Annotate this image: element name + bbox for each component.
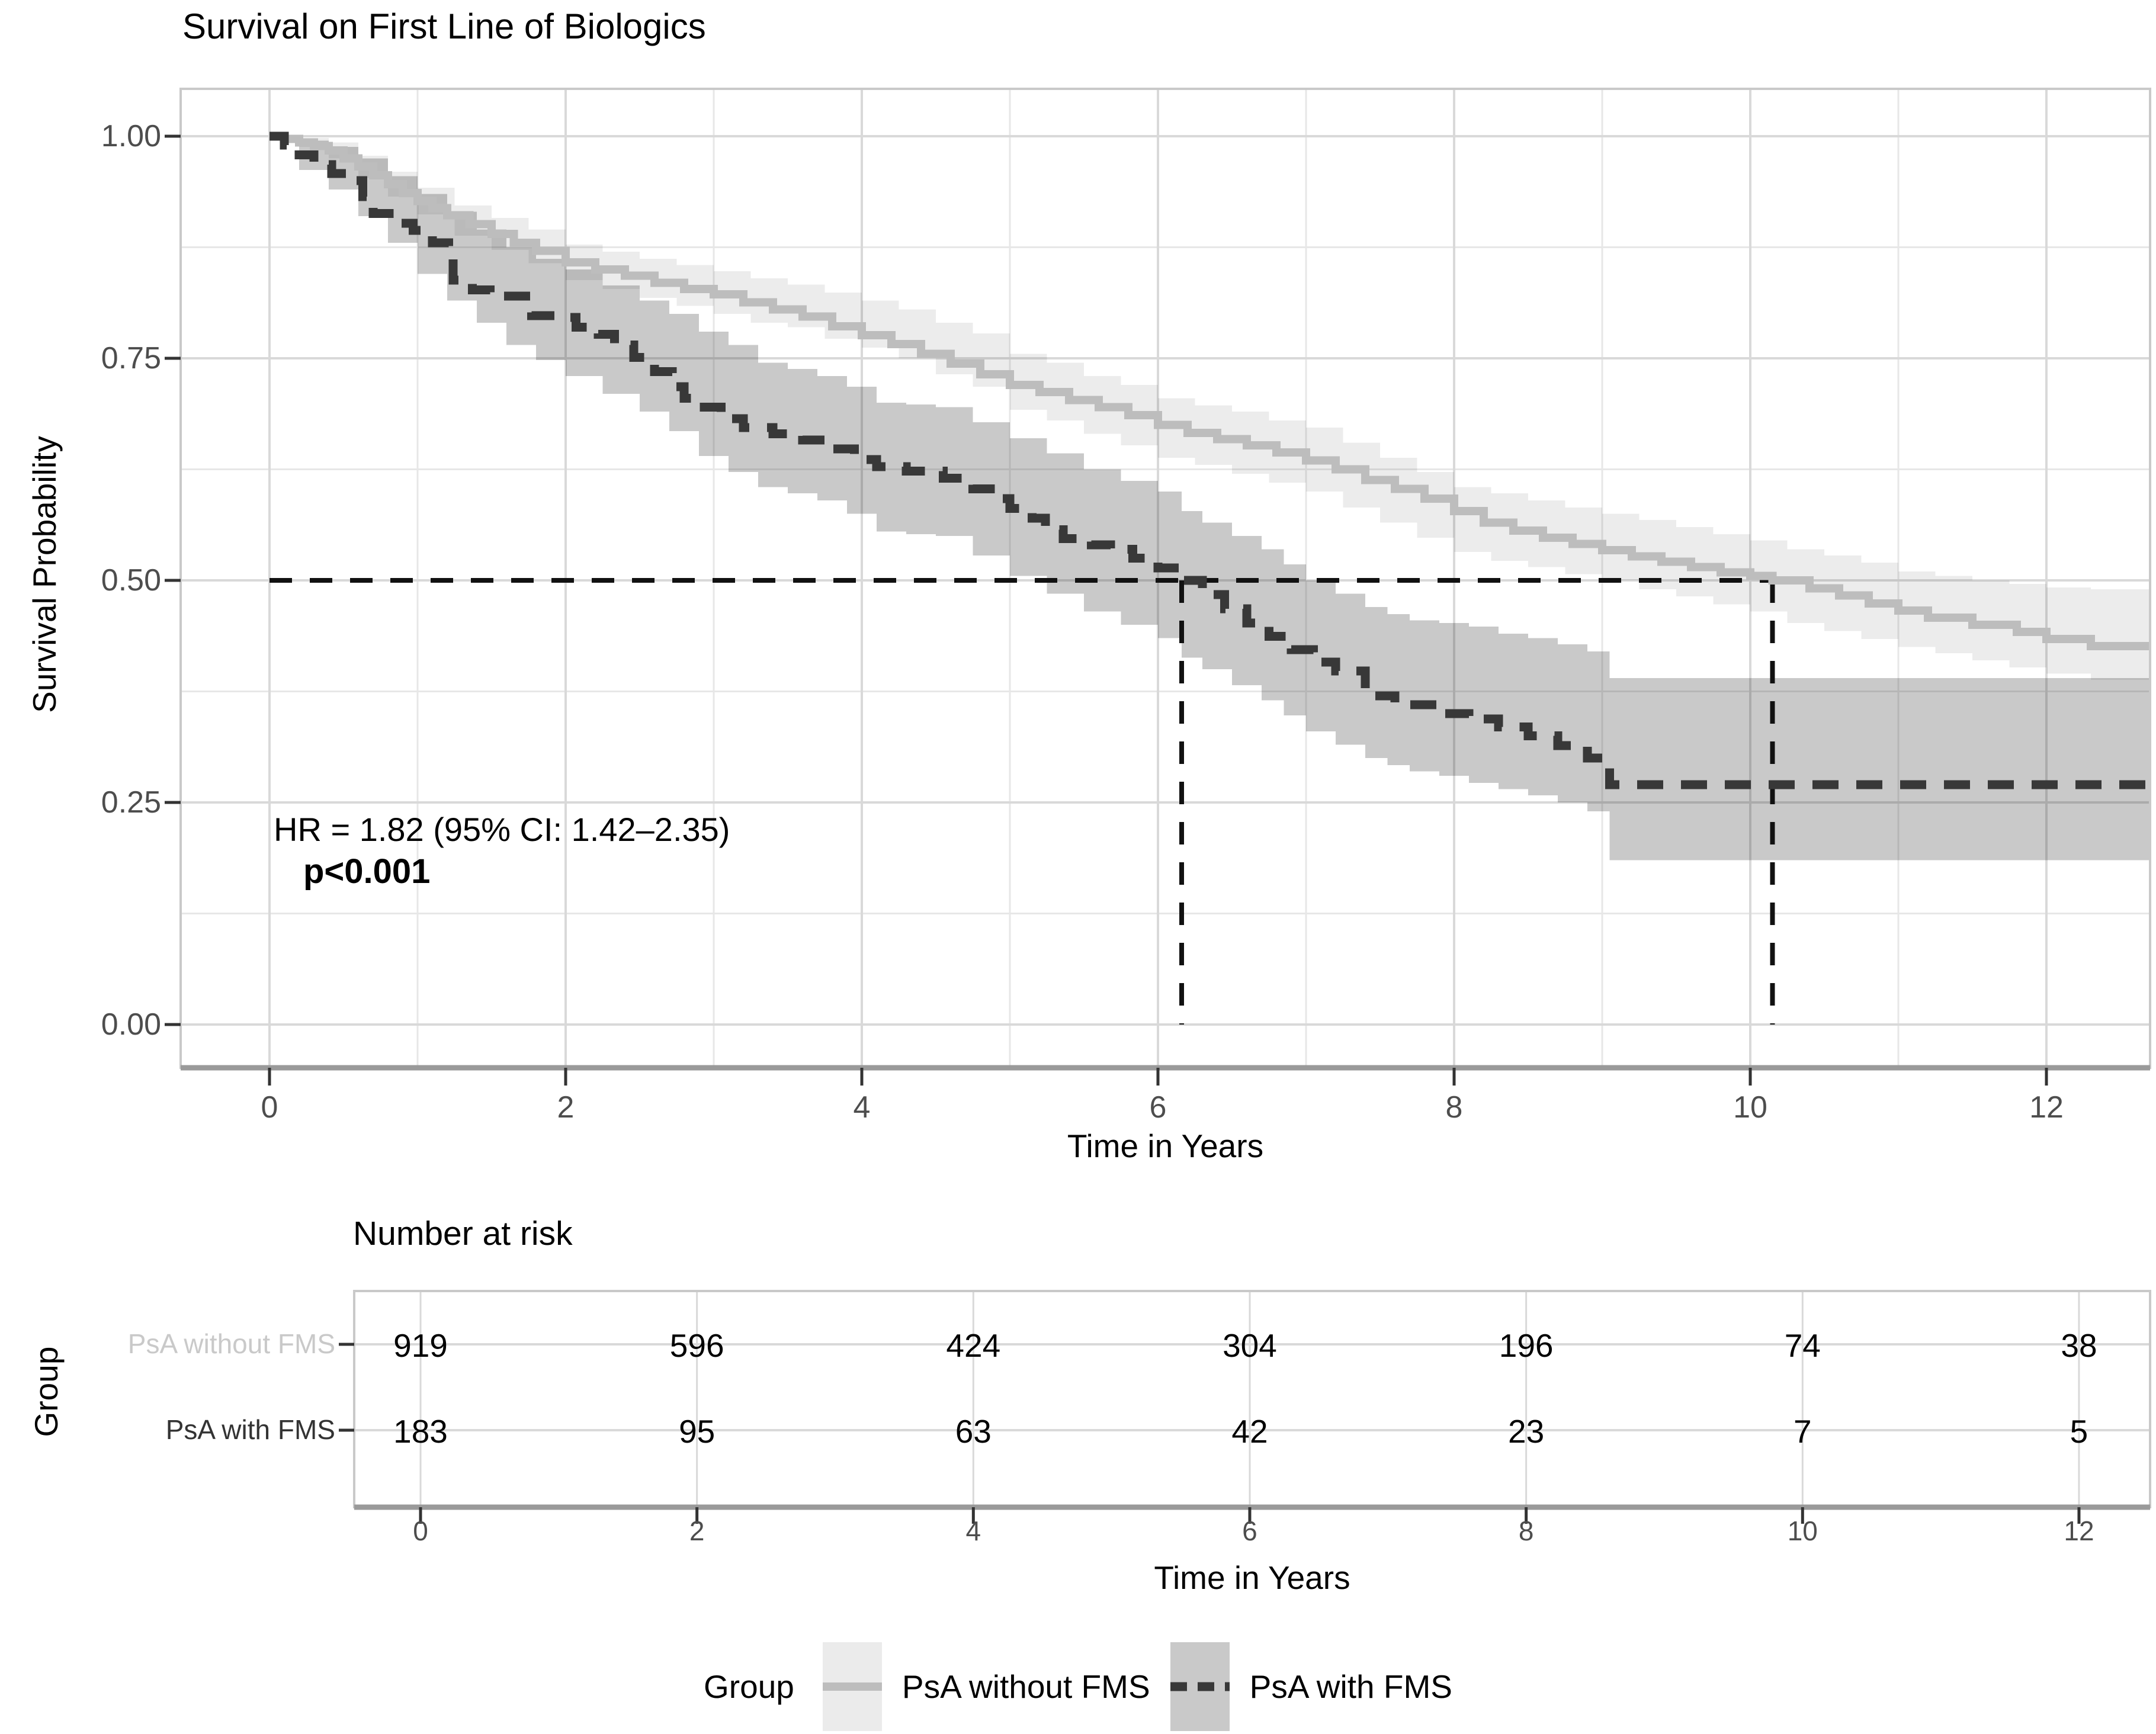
risk-count: 63 — [955, 1413, 992, 1450]
y-tick-label: 0.00 — [101, 1007, 161, 1042]
risk-count: 38 — [2061, 1327, 2097, 1364]
risk-row-label: PsA without FMS — [127, 1328, 335, 1359]
risk-count: 7 — [1794, 1413, 1812, 1450]
y-tick-label: 0.50 — [101, 563, 161, 598]
risk-x-tick-label: 12 — [2064, 1515, 2094, 1546]
y-tick-label: 1.00 — [101, 119, 161, 153]
legend: Group PsA without FMS PsA with FMS — [0, 1639, 2156, 1734]
risk-count: 424 — [946, 1327, 1001, 1364]
risk-count: 919 — [393, 1327, 448, 1364]
km-curve-psa-without-fms — [270, 132, 2150, 650]
legend-title: Group — [704, 1668, 794, 1705]
legend-item-psa-with-fms: PsA with FMS — [1170, 1642, 1452, 1731]
risk-count: 74 — [1784, 1327, 1821, 1364]
legend-item-label: PsA with FMS — [1249, 1668, 1452, 1705]
risk-panel-border — [353, 1290, 2151, 1508]
p-value-annotation: p<0.001 — [303, 852, 431, 891]
km-curve-psa-with-fms — [270, 131, 2150, 789]
risk-count: 183 — [393, 1413, 448, 1450]
y-tick-label: 0.25 — [101, 785, 161, 820]
risk-x-tick-label: 8 — [1518, 1515, 1534, 1546]
x-tick-label: 4 — [853, 1090, 871, 1125]
risk-count: 596 — [669, 1327, 724, 1364]
risk-x-tick-label: 10 — [1787, 1515, 1818, 1546]
x-tick-label: 10 — [1733, 1090, 1767, 1125]
ci-band-psa-without-fms — [270, 136, 2150, 683]
risk-count: 304 — [1223, 1327, 1277, 1364]
x-tick-label: 2 — [557, 1090, 575, 1125]
risk-count: 42 — [1231, 1413, 1268, 1450]
chart-title: Survival on First Line of Biologics — [182, 7, 706, 46]
x-tick-label: 12 — [2029, 1090, 2064, 1125]
x-tick-label: 6 — [1149, 1090, 1167, 1125]
x-axis-label: Time in Years — [1067, 1128, 1264, 1164]
legend-key-solid-line-icon — [822, 1642, 882, 1731]
legend-key-dashed-line-icon — [1170, 1642, 1230, 1731]
legend-item-label: PsA without FMS — [901, 1668, 1150, 1705]
risk-table-x-axis-label: Time in Years — [1154, 1559, 1350, 1596]
risk-table-group-axis-label: Group — [28, 1346, 65, 1437]
hazard-ratio-annotation: HR = 1.82 (95% CI: 1.42–2.35) — [274, 811, 730, 848]
risk-x-tick-label: 0 — [413, 1515, 428, 1546]
risk-x-tick-label: 4 — [965, 1515, 981, 1546]
risk-row-label: PsA with FMS — [165, 1414, 335, 1445]
risk-count: 95 — [679, 1413, 716, 1450]
x-tick-label: 0 — [261, 1090, 278, 1125]
y-tick-label: 0.75 — [101, 341, 161, 375]
risk-x-tick-label: 6 — [1242, 1515, 1257, 1546]
risk-count: 5 — [2070, 1413, 2088, 1450]
x-tick-label: 8 — [1445, 1090, 1463, 1125]
risk-count: 23 — [1508, 1413, 1545, 1450]
risk-count: 196 — [1499, 1327, 1554, 1364]
ci-band-psa-with-fms — [270, 136, 2150, 860]
risk-table-title: Number at risk — [353, 1215, 573, 1253]
legend-item-psa-without-fms: PsA without FMS — [822, 1642, 1150, 1731]
risk-x-tick-label: 2 — [689, 1515, 705, 1546]
